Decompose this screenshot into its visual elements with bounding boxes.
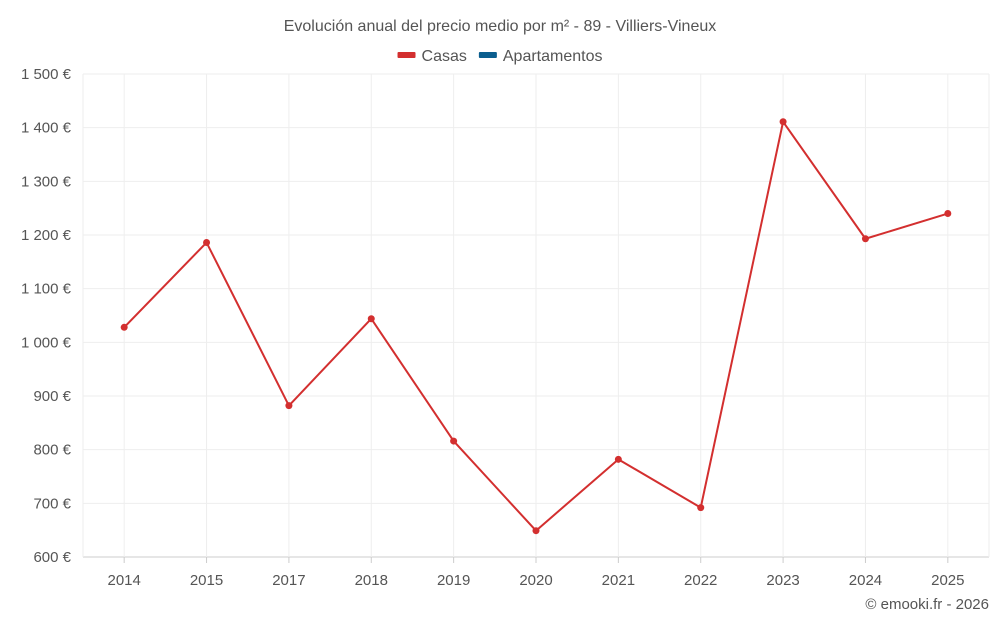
- credit-text: © emooki.fr - 2026: [865, 596, 989, 613]
- data-point[interactable]: [944, 210, 952, 218]
- legend-swatch[interactable]: [397, 52, 416, 58]
- legend-label[interactable]: Apartamentos: [503, 48, 603, 65]
- x-tick-label: 2019: [437, 572, 470, 589]
- legend-swatch[interactable]: [478, 52, 497, 58]
- y-tick-label: 1 300 €: [21, 173, 72, 190]
- y-tick-label: 1 500 €: [21, 66, 72, 83]
- series-layer: [120, 118, 952, 535]
- grid: [82, 73, 990, 558]
- x-tick-label: 2023: [766, 572, 799, 589]
- y-tick-label: 1 400 €: [21, 120, 72, 137]
- x-tick-label: 2021: [602, 572, 635, 589]
- x-tick-label: 2015: [190, 572, 223, 589]
- y-axis: 600 € 700 € 800 € 900 € 1 000 € 1 100 € 1 200 …: [21, 66, 72, 566]
- x-tick-label: 2020: [519, 572, 552, 589]
- y-tick-label: 1 000 €: [21, 334, 72, 351]
- x-axis: 2014 2015 2017 2018 2019 2020 2021 2022 2023 2024…: [107, 557, 965, 589]
- y-tick-label: 800 €: [33, 442, 71, 459]
- x-tick-label: 2025: [931, 572, 964, 589]
- x-tick-label: 2024: [849, 572, 882, 589]
- legend-label[interactable]: Casas: [422, 48, 467, 65]
- data-point[interactable]: [697, 504, 705, 512]
- chart-title: Evolución anual del precio medio por m² …: [284, 18, 717, 35]
- y-tick-label: 900 €: [33, 388, 71, 405]
- x-tick-label: 2018: [355, 572, 388, 589]
- data-point[interactable]: [120, 323, 128, 331]
- data-point[interactable]: [367, 315, 375, 323]
- x-tick-label: 2017: [272, 572, 305, 589]
- y-tick-label: 1 200 €: [21, 227, 72, 244]
- data-point[interactable]: [779, 118, 787, 126]
- data-point[interactable]: [532, 527, 540, 535]
- x-tick-label: 2022: [684, 572, 717, 589]
- data-point[interactable]: [450, 437, 458, 445]
- data-point[interactable]: [203, 239, 211, 247]
- x-tick-label: 2014: [107, 572, 140, 589]
- data-point[interactable]: [285, 402, 293, 410]
- y-tick-label: 700 €: [33, 495, 71, 512]
- data-point[interactable]: [861, 235, 869, 243]
- y-tick-label: 1 100 €: [21, 281, 72, 298]
- data-point[interactable]: [614, 455, 622, 463]
- y-tick-label: 600 €: [33, 549, 71, 566]
- legend: Casas Apartamentos: [397, 48, 603, 65]
